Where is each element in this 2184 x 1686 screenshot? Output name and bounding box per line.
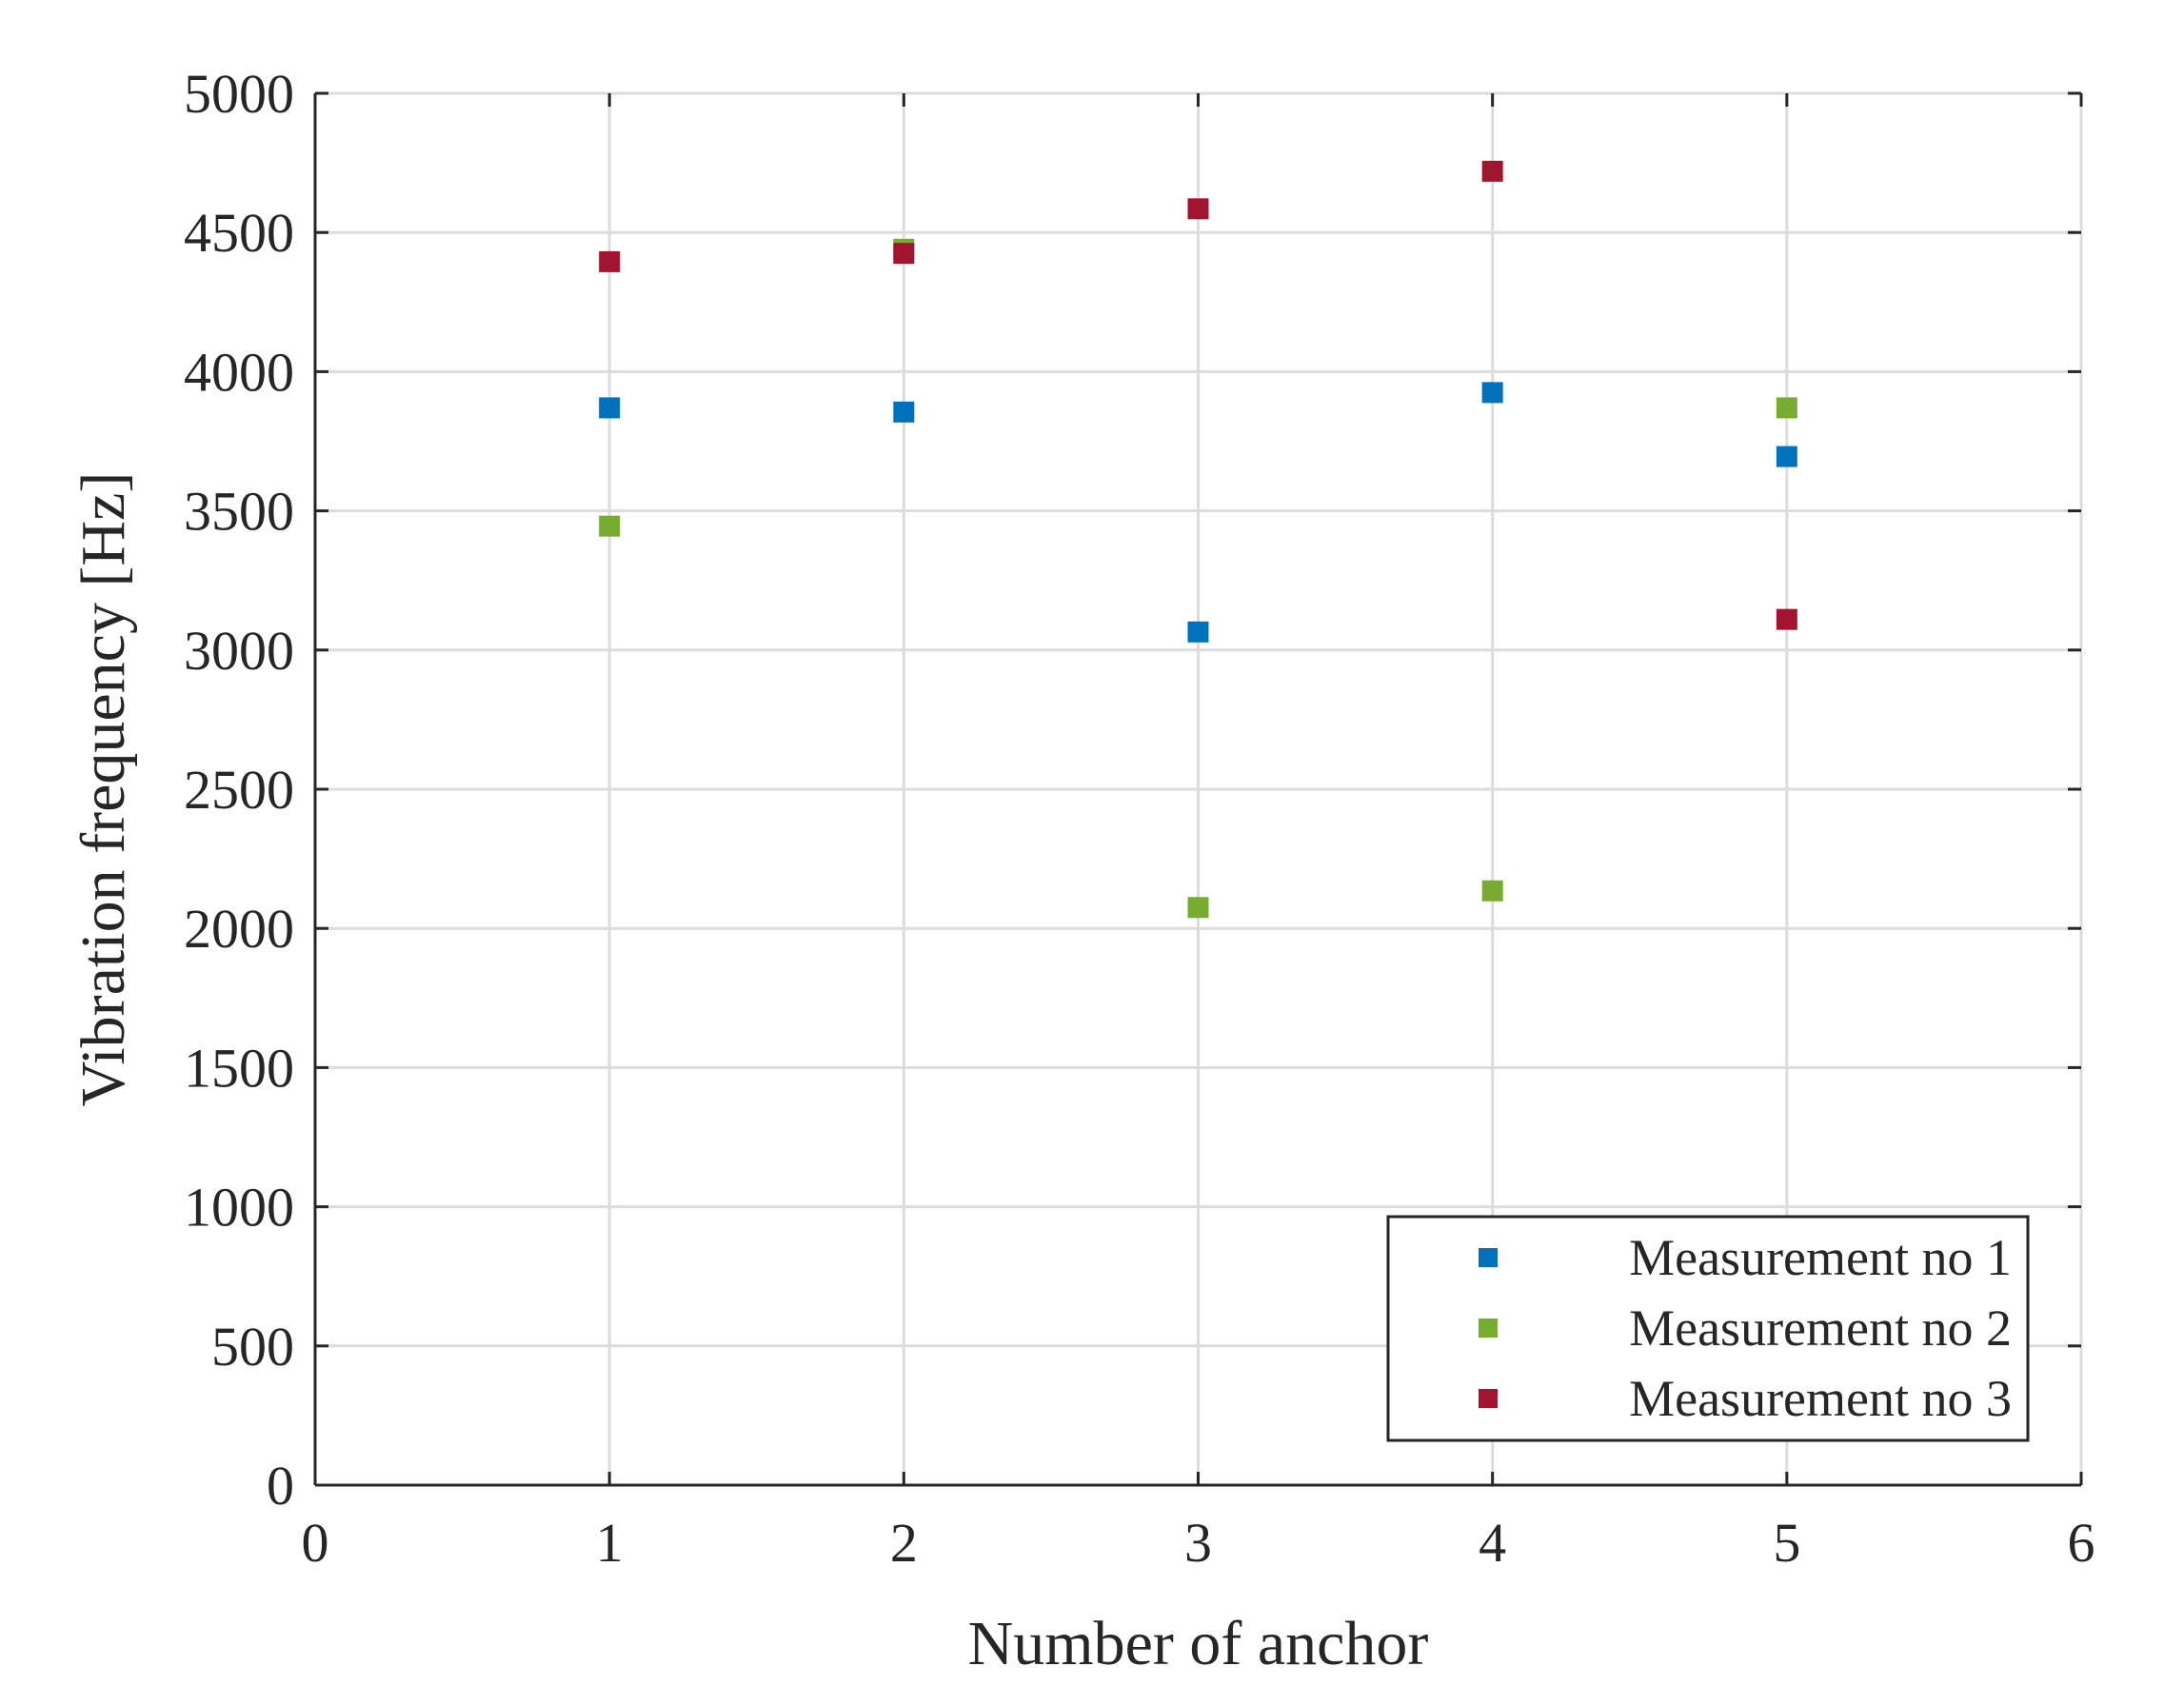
x-tick-label: 5 — [1773, 1512, 1800, 1574]
legend-entry: Measurement no 2 — [1629, 1299, 2012, 1357]
data-point — [1187, 198, 1209, 220]
y-tick-label: 2500 — [184, 759, 294, 821]
y-tick-label: 3500 — [184, 481, 294, 543]
data-point — [599, 515, 621, 537]
y-tick-label: 3000 — [184, 620, 294, 682]
tick-labels: 0 1 2 3 4 5 6 0 500 1000 1500 2000 2500 3000 3500 4000 4… — [184, 63, 2095, 1574]
data-points — [599, 160, 1797, 919]
legend-marker — [1479, 1248, 1498, 1267]
legend-marker — [1479, 1319, 1498, 1338]
y-tick-label: 500 — [211, 1316, 294, 1378]
legend-marker — [1479, 1389, 1498, 1408]
x-tick-label: 4 — [1479, 1512, 1506, 1574]
legend: Measurement no 1 Measurement no 2 Measurem… — [1386, 1215, 2030, 1442]
data-point — [1481, 382, 1503, 404]
data-point — [1481, 160, 1503, 182]
y-tick-label: 0 — [267, 1455, 294, 1517]
y-tick-label: 1000 — [184, 1177, 294, 1239]
data-point — [1187, 621, 1209, 643]
legend-entry: Measurement no 3 — [1629, 1370, 2012, 1427]
data-point — [893, 401, 915, 423]
x-tick-label: 6 — [2068, 1512, 2095, 1574]
series-1 — [599, 382, 1797, 643]
data-point — [1776, 608, 1797, 630]
data-point — [599, 397, 621, 419]
data-point — [599, 250, 621, 272]
y-tick-label: 4000 — [184, 341, 294, 403]
y-axis-label: Vibration frequency [Hz] — [69, 472, 138, 1107]
series-3 — [599, 160, 1797, 630]
data-point — [1187, 897, 1209, 919]
x-tick-label: 3 — [1184, 1512, 1212, 1574]
legend-entry: Measurement no 1 — [1629, 1229, 2012, 1286]
axes — [313, 91, 2083, 1487]
y-tick-label: 1500 — [184, 1037, 294, 1099]
y-tick-label: 4500 — [184, 202, 294, 264]
data-point — [1481, 880, 1503, 902]
x-tick-label: 2 — [890, 1512, 918, 1574]
data-point — [893, 243, 915, 265]
x-axis-label: Number of anchor — [968, 1609, 1429, 1678]
x-tick-label: 1 — [596, 1512, 624, 1574]
data-point — [1776, 397, 1797, 419]
y-tick-label: 2000 — [184, 898, 294, 960]
data-point — [1776, 446, 1797, 467]
y-tick-label: 5000 — [184, 63, 294, 125]
x-tick-label: 0 — [302, 1512, 329, 1574]
